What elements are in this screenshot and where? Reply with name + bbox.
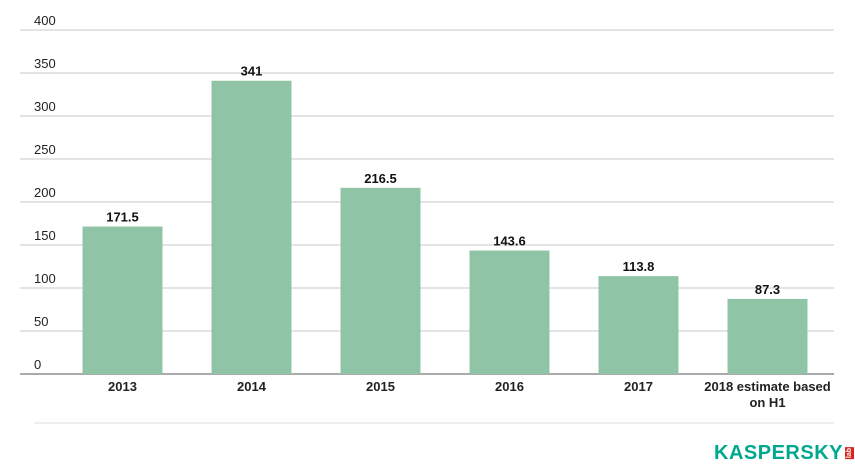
x-tick-label: 2014 xyxy=(237,379,267,394)
data-label: 113.8 xyxy=(623,259,655,274)
y-tick-label: 100 xyxy=(34,271,56,286)
y-tick-label: 250 xyxy=(34,142,56,157)
bars xyxy=(82,80,808,375)
x-axis-ticks: 2013 2014 2015 2016 2017 2018 estimate based o… xyxy=(108,379,831,410)
x-tick-label: 2013 xyxy=(108,379,137,394)
data-label: 341 xyxy=(241,64,263,79)
y-tick-label: 200 xyxy=(34,185,56,200)
y-tick-label: 350 xyxy=(34,56,56,71)
logo-lab-tag: lab xyxy=(844,446,854,460)
bar-2016 xyxy=(469,250,550,374)
logo-wordmark: KASPERSKY xyxy=(714,442,843,464)
data-label: 216.5 xyxy=(364,171,397,186)
x-tick-label: 2018 estimate based on H1 xyxy=(704,379,831,410)
y-tick-label: 50 xyxy=(34,314,48,329)
data-labels: 171.5 341 216.5 143.6 113.8 87.3 xyxy=(106,64,780,297)
bar-2013 xyxy=(82,226,163,374)
y-tick-label: 150 xyxy=(34,228,56,243)
x-tick-label: 2016 xyxy=(495,379,524,394)
y-tick-label: 300 xyxy=(34,99,56,114)
bar-2017 xyxy=(598,276,679,374)
data-label: 171.5 xyxy=(106,210,139,225)
bar-2014 xyxy=(211,80,292,375)
kaspersky-logo: KASPERSKY lab xyxy=(714,440,854,466)
y-axis-ticks: 0 50 100 150 200 250 300 350 400 xyxy=(34,13,56,372)
y-tick-label: 0 xyxy=(34,357,41,372)
x-tick-label: 2015 xyxy=(366,379,395,394)
bar-2018-estimate-based-on-h1 xyxy=(727,298,808,374)
data-label: 143.6 xyxy=(493,234,526,249)
x-tick-label: 2017 xyxy=(624,379,653,394)
bar-2015 xyxy=(340,187,421,374)
data-label: 87.3 xyxy=(755,282,780,297)
y-tick-label: 400 xyxy=(34,13,56,28)
